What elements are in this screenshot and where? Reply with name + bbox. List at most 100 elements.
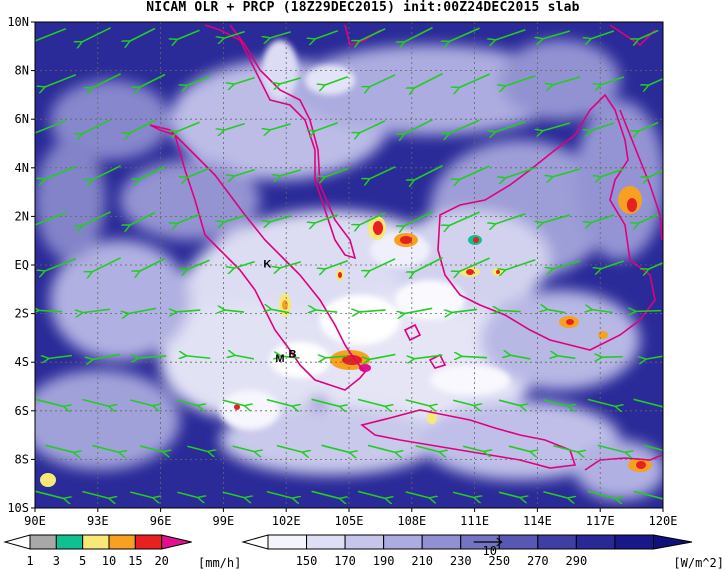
wind-arrow xyxy=(81,211,111,226)
wind-arrow xyxy=(452,399,475,406)
wind-arrow xyxy=(176,29,200,40)
wind-arrow xyxy=(269,215,291,222)
lat-tick-label: 2N xyxy=(15,209,29,223)
wind-arrow xyxy=(314,29,339,40)
wind-arrow xyxy=(448,211,480,226)
wind-arrow xyxy=(542,30,571,39)
wind-arrow xyxy=(280,356,300,358)
wind-arrow xyxy=(505,167,536,178)
wind-arrow xyxy=(552,76,581,85)
olr-colorbar-unit: [W/m^2] xyxy=(673,556,724,570)
wind-arrow xyxy=(81,27,111,42)
place-label: B xyxy=(289,348,297,360)
wind-arrow xyxy=(587,490,616,498)
wind-arrow xyxy=(276,444,303,453)
lon-tick-label: 102E xyxy=(272,514,301,528)
olr-colorbar-tick: 170 xyxy=(334,554,356,568)
precip-cell xyxy=(460,267,480,277)
wind-arrow xyxy=(498,399,521,406)
precip-colorbar-swatch xyxy=(29,534,57,550)
precip-colorbar-swatch xyxy=(82,534,110,550)
olr-colorbar-tick: 210 xyxy=(411,554,433,568)
wind-arrow xyxy=(35,211,67,226)
lon-tick-label: 120E xyxy=(649,514,678,528)
lon-tick-label: 90E xyxy=(24,514,46,528)
reference-vector-label: 10 xyxy=(482,544,496,558)
wind-arrow xyxy=(138,356,167,358)
precip-colorbar-tick: 10 xyxy=(102,554,116,568)
wind-arrow xyxy=(638,213,659,223)
wind-arrow xyxy=(600,260,625,269)
wind-arrow xyxy=(271,309,290,314)
wind-arrow xyxy=(223,30,245,39)
wind-arrow xyxy=(186,356,211,359)
wind-arrow xyxy=(643,444,663,452)
wind-arrow xyxy=(367,444,396,452)
precip-cell xyxy=(336,269,344,281)
wind-arrow xyxy=(648,261,663,269)
wind-arrow xyxy=(234,355,255,360)
wind-arrow xyxy=(543,399,568,406)
wind-arrow xyxy=(314,121,339,132)
coastline-islet xyxy=(403,323,422,342)
wind-arrow xyxy=(321,444,351,452)
wind-arrow xyxy=(359,28,386,41)
wind-arrow xyxy=(269,31,291,38)
lat-tick-label: 10N xyxy=(7,15,29,29)
wind-arrow xyxy=(645,355,663,359)
wind-arrow xyxy=(357,490,386,498)
wind-arrow xyxy=(233,168,255,177)
wind-arrow xyxy=(324,259,349,270)
precip-colorbar-tick: 20 xyxy=(154,554,168,568)
olr-colorbar-swatch xyxy=(383,534,423,550)
olr-colorbar-swatch xyxy=(498,534,539,550)
wind-arrow xyxy=(139,73,166,88)
wind-arrow xyxy=(279,77,301,84)
wind-arrow xyxy=(44,73,77,88)
wind-arrow xyxy=(223,122,245,131)
wind-arrow xyxy=(590,122,615,131)
precip-colorbar: 1 3 5 10 15 20 [mm/h] xyxy=(3,534,241,570)
precip-colorbar-swatch xyxy=(161,534,192,550)
wind-arrow xyxy=(369,258,396,271)
olr-colorbar: 150 170 190 210 230 250 270 290 10 [W/m^2] xyxy=(241,534,724,570)
wind-arrow xyxy=(413,72,443,89)
wind-arrow xyxy=(369,353,396,359)
wind-arrow xyxy=(510,355,531,360)
wind-arrow xyxy=(266,490,293,499)
wind-arrow xyxy=(279,169,301,176)
wind-arrow xyxy=(403,26,433,43)
wind-arrow xyxy=(638,121,659,131)
olr-colorbar-swatch xyxy=(652,534,693,550)
olr-colorbar-swatch xyxy=(306,534,346,550)
lat-tick-label: 4S xyxy=(15,355,29,369)
precip-colorbar-tick: 3 xyxy=(53,554,60,568)
wind-arrow xyxy=(186,167,210,178)
wind-arrow xyxy=(48,356,73,359)
lat-tick-label: EQ xyxy=(15,258,29,272)
wind-arrow xyxy=(542,122,571,131)
wind-arrow xyxy=(552,260,581,269)
olr-colorbar-under xyxy=(241,534,269,550)
precip-cell xyxy=(427,412,437,424)
wind-arrow xyxy=(129,211,156,226)
wind-arrow xyxy=(129,119,156,134)
wind-arrow xyxy=(462,445,485,452)
coastline-malay-peninsula xyxy=(204,24,357,260)
wind-arrow xyxy=(448,119,480,134)
wind-arrow xyxy=(314,213,339,224)
place-label: M xyxy=(275,353,284,365)
wind-arrow xyxy=(315,310,338,312)
wind-arrow xyxy=(542,214,571,223)
wind-arrow xyxy=(128,307,157,313)
precip-cell xyxy=(628,458,652,472)
wind-arrow xyxy=(177,399,198,405)
wind-arrow xyxy=(176,310,201,312)
wind-arrow xyxy=(92,353,121,359)
olr-colorbar-swatch xyxy=(575,534,616,550)
wind-arrow xyxy=(45,444,74,452)
wind-arrow xyxy=(358,310,386,312)
wind-arrow xyxy=(91,257,121,272)
wind-arrow xyxy=(505,259,536,270)
wind-arrow xyxy=(222,399,246,406)
